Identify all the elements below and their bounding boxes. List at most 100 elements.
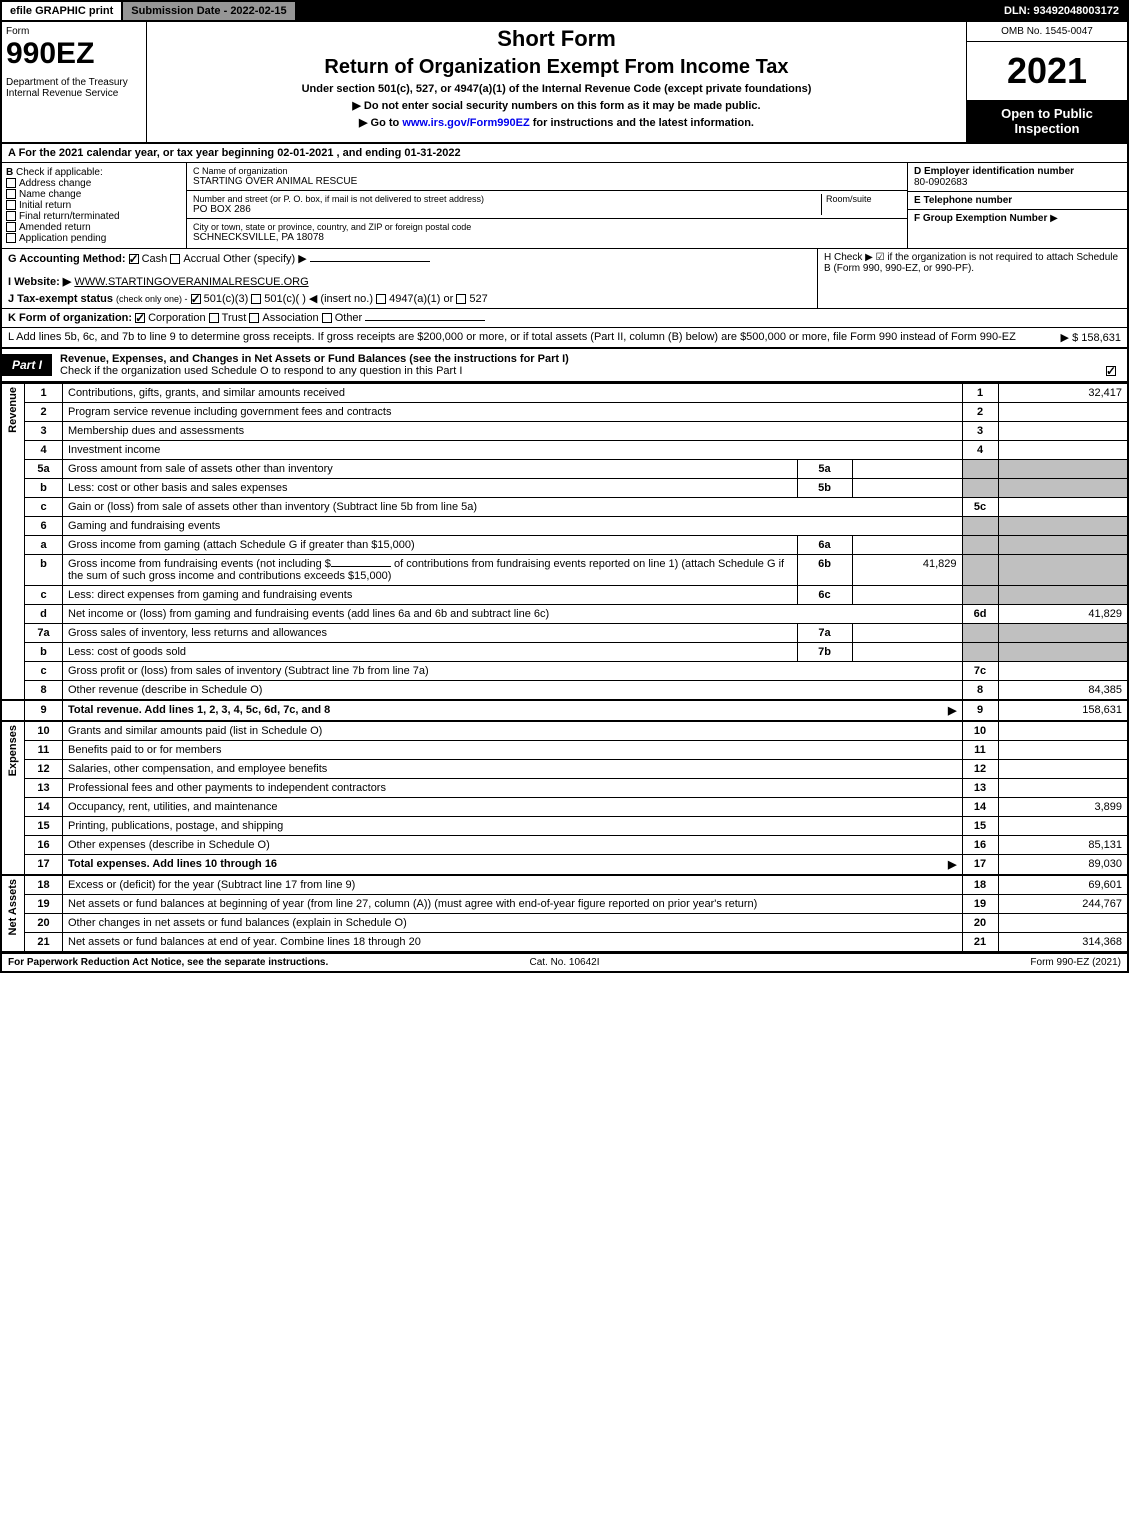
lbl-10: 10 xyxy=(962,721,998,741)
lbl-1: 1 xyxy=(962,384,998,403)
bcdef-block: B Check if applicable: Address change Na… xyxy=(0,163,1129,249)
opt-cash: Cash xyxy=(142,253,168,265)
amt-7a-gray xyxy=(998,624,1128,643)
checkbox-501c3[interactable] xyxy=(191,294,201,304)
l-amount: $ 158,631 xyxy=(1072,332,1121,344)
ln-6d: d xyxy=(25,605,63,624)
ln-16: 16 xyxy=(25,836,63,855)
website-link[interactable]: WWW.STARTINGOVERANIMALRESCUE.ORG xyxy=(74,276,308,288)
group-exemption-label: F Group Exemption Number xyxy=(914,213,1047,224)
goto-link[interactable]: ▶ Go to www.irs.gov/Form990EZ for instru… xyxy=(151,116,962,129)
desc-6a: Gross income from gaming (attach Schedul… xyxy=(63,536,798,555)
amt-4 xyxy=(998,441,1128,460)
footer-left: For Paperwork Reduction Act Notice, see … xyxy=(8,957,379,968)
lbl-6-gray xyxy=(962,517,998,536)
ln-7b: b xyxy=(25,643,63,662)
checkbox-trust[interactable] xyxy=(209,313,219,323)
desc-5c: Gain or (loss) from sale of assets other… xyxy=(63,498,963,517)
checkbox-address-change[interactable] xyxy=(6,178,16,188)
group-exemption-arrow: ▶ xyxy=(1050,213,1058,224)
opt-initial-return: Initial return xyxy=(19,200,71,211)
lbl-5c: 5c xyxy=(962,498,998,517)
opt-address-change: Address change xyxy=(19,178,91,189)
footer-center: Cat. No. 10642I xyxy=(379,957,750,968)
checkbox-association[interactable] xyxy=(249,313,259,323)
checkbox-501c[interactable] xyxy=(251,294,261,304)
form-header-left: Form 990EZ Department of the Treasury In… xyxy=(2,22,147,142)
ln-10: 10 xyxy=(25,721,63,741)
desc-5b: Less: cost or other basis and sales expe… xyxy=(63,479,798,498)
amt-7c xyxy=(998,662,1128,681)
desc-8: Other revenue (describe in Schedule O) xyxy=(63,681,963,701)
g-label: G Accounting Method: xyxy=(8,253,126,265)
lbl-6d: 6d xyxy=(962,605,998,624)
other-org-line[interactable] xyxy=(365,320,485,321)
desc-3: Membership dues and assessments xyxy=(63,422,963,441)
lbl-20: 20 xyxy=(962,914,998,933)
subval-6a xyxy=(852,536,962,555)
lbl-5b-gray xyxy=(962,479,998,498)
checkbox-other-org[interactable] xyxy=(322,313,332,323)
lbl-14: 14 xyxy=(962,798,998,817)
ln-5c: c xyxy=(25,498,63,517)
row-g-accounting: G Accounting Method: Cash Accrual Other … xyxy=(2,249,817,308)
page-footer: For Paperwork Reduction Act Notice, see … xyxy=(0,953,1129,973)
subval-6b: 41,829 xyxy=(852,555,962,586)
amt-13 xyxy=(998,779,1128,798)
other-specify-line[interactable] xyxy=(310,261,430,262)
part-i-header: Part I Revenue, Expenses, and Changes in… xyxy=(0,348,1129,383)
lbl-21: 21 xyxy=(962,933,998,953)
checkbox-amended-return[interactable] xyxy=(6,222,16,232)
checkbox-527[interactable] xyxy=(456,294,466,304)
sub-6c: 6c xyxy=(797,586,852,605)
city-value: SCHNECKSVILLE, PA 18078 xyxy=(193,232,901,243)
omb-number: OMB No. 1545-0047 xyxy=(967,22,1127,42)
city-label: City or town, state or province, country… xyxy=(193,222,901,232)
efile-print-label[interactable]: efile GRAPHIC print xyxy=(2,2,121,20)
blank-6b[interactable] xyxy=(331,566,391,567)
ln-14: 14 xyxy=(25,798,63,817)
vtab-revenue-end xyxy=(1,700,25,721)
lbl-16: 16 xyxy=(962,836,998,855)
col-c-org-info: C Name of organization STARTING OVER ANI… xyxy=(187,163,907,248)
checkbox-initial-return[interactable] xyxy=(6,200,16,210)
irs-link[interactable]: www.irs.gov/Form990EZ xyxy=(402,117,529,129)
form-number: 990EZ xyxy=(6,37,142,71)
subval-5b xyxy=(852,479,962,498)
lbl-8: 8 xyxy=(962,681,998,701)
amt-6a-gray xyxy=(998,536,1128,555)
checkbox-cash[interactable] xyxy=(129,254,139,264)
amt-7b-gray xyxy=(998,643,1128,662)
room-suite-label: Room/suite xyxy=(821,194,901,215)
checkbox-application-pending[interactable] xyxy=(6,233,16,243)
sub-5a: 5a xyxy=(797,460,852,479)
checkbox-final-return[interactable] xyxy=(6,211,16,221)
opt-trust: Trust xyxy=(222,312,247,324)
amt-5b-gray xyxy=(998,479,1128,498)
j-note: (check only one) - xyxy=(116,294,188,304)
opt-4947: 4947(a)(1) or xyxy=(389,293,453,305)
subval-5a xyxy=(852,460,962,479)
subval-6c xyxy=(852,586,962,605)
lbl-6a-gray xyxy=(962,536,998,555)
desc-6b: Gross income from fundraising events (no… xyxy=(63,555,798,586)
desc-11: Benefits paid to or for members xyxy=(63,741,963,760)
opt-name-change: Name change xyxy=(19,189,81,200)
amt-12 xyxy=(998,760,1128,779)
checkbox-corporation[interactable] xyxy=(135,313,145,323)
ln-11: 11 xyxy=(25,741,63,760)
sub-5b: 5b xyxy=(797,479,852,498)
checkbox-schedule-o[interactable] xyxy=(1106,366,1116,376)
ln-4: 4 xyxy=(25,441,63,460)
checkbox-accrual[interactable] xyxy=(170,254,180,264)
opt-527: 527 xyxy=(469,293,487,305)
desc-19: Net assets or fund balances at beginning… xyxy=(63,895,963,914)
desc-12: Salaries, other compensation, and employ… xyxy=(63,760,963,779)
checkbox-name-change[interactable] xyxy=(6,189,16,199)
ln-5b: b xyxy=(25,479,63,498)
sub-7b: 7b xyxy=(797,643,852,662)
phone-label: E Telephone number xyxy=(914,195,1121,206)
ln-13: 13 xyxy=(25,779,63,798)
short-form-title: Short Form xyxy=(151,26,962,52)
checkbox-4947[interactable] xyxy=(376,294,386,304)
